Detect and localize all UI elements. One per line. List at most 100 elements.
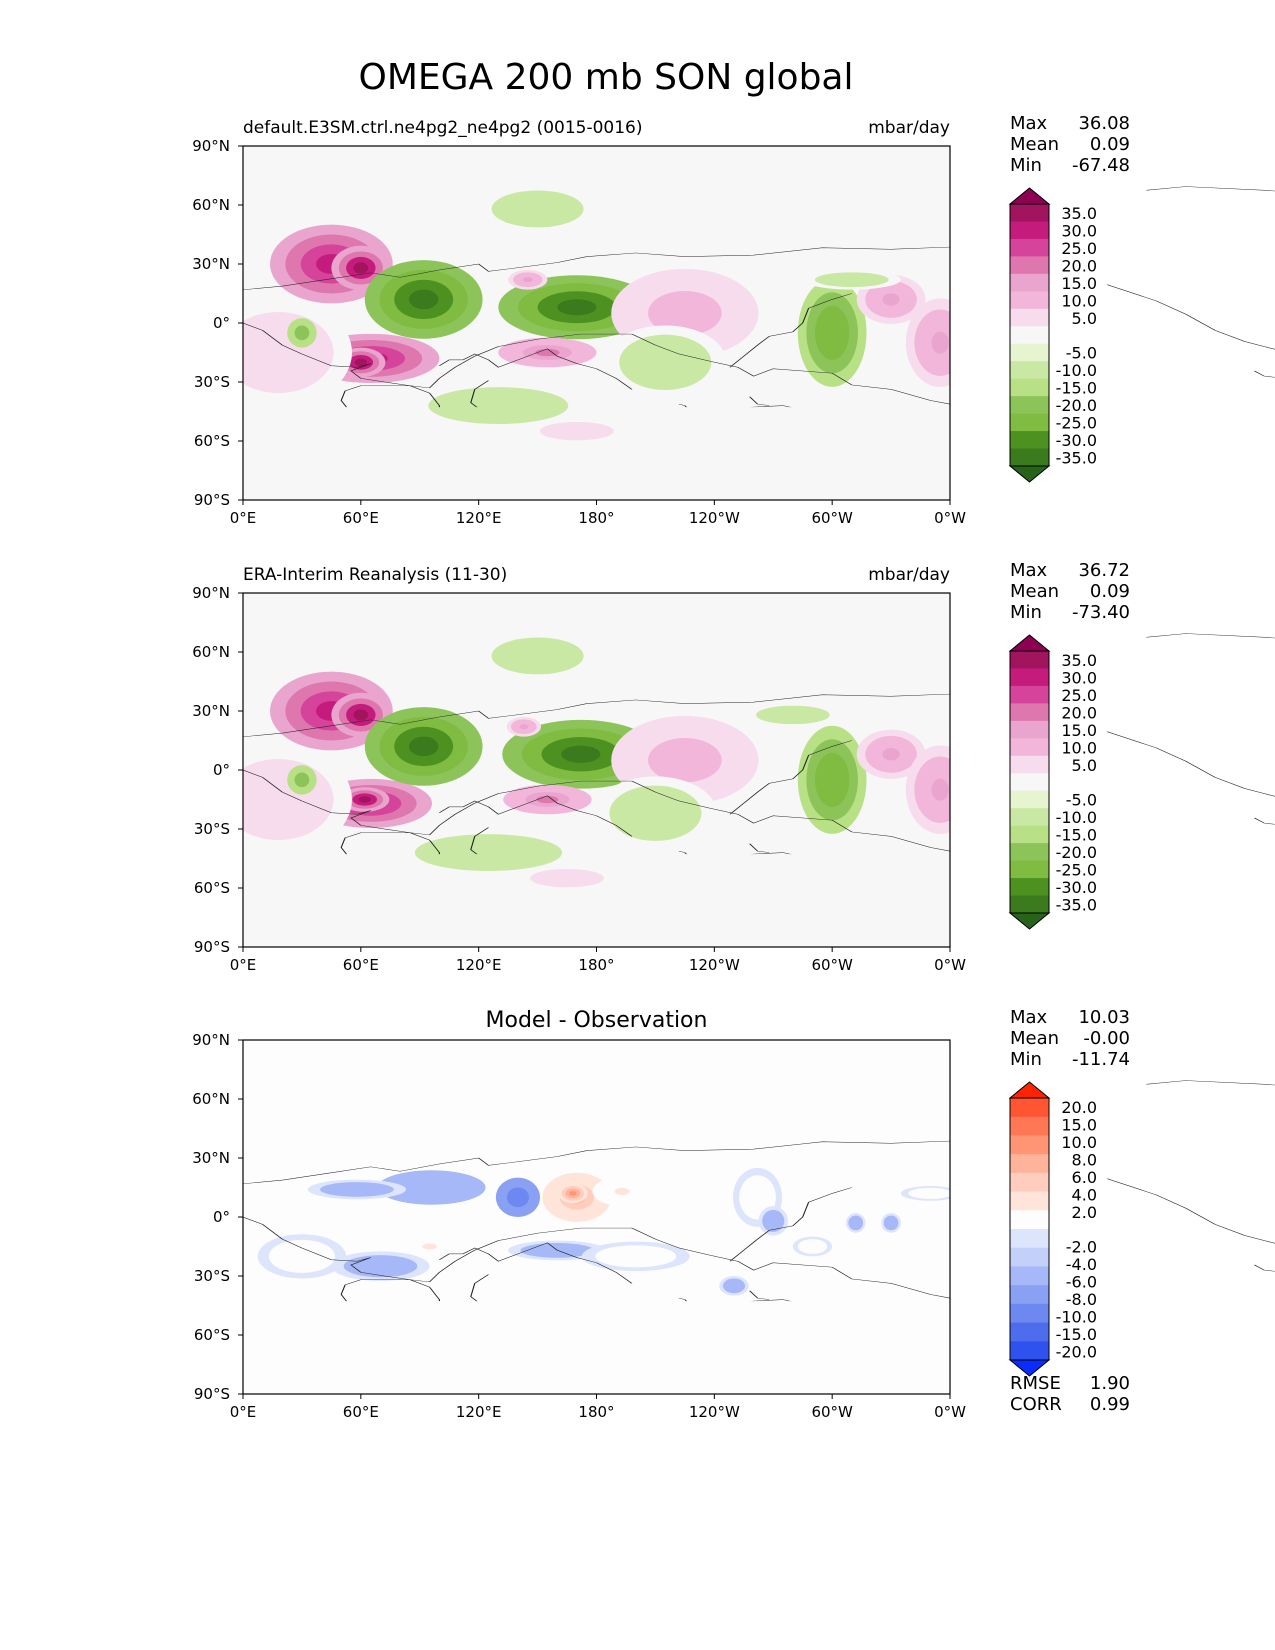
colorbar-label: 6.0	[1072, 1168, 1097, 1187]
contour-6-3	[408, 289, 439, 310]
stat-label: Min	[1010, 1049, 1042, 1070]
colorbar-label: 25.0	[1061, 239, 1097, 258]
colorbar-label: 30.0	[1061, 668, 1097, 687]
colorbar-bin	[1010, 1098, 1049, 1118]
x-tick-label: 0°E	[230, 1403, 257, 1421]
colorbar-label: -20.0	[1056, 1343, 1097, 1362]
colorbar-label: 20.0	[1061, 256, 1097, 275]
colorbar-bin	[1010, 238, 1049, 257]
colorbar-label: -8.0	[1066, 1290, 1097, 1309]
contour-1-3	[353, 262, 369, 274]
colorbar-bin	[1010, 755, 1049, 774]
colorbar-label: 5.0	[1072, 756, 1097, 775]
contour-4-3	[259, 338, 297, 367]
contour-17-3	[730, 1283, 738, 1289]
stat-label: Max	[1010, 113, 1048, 134]
y-tick-label: 60°N	[192, 196, 230, 214]
stat-label: Max	[1010, 1007, 1048, 1028]
contour-3-3	[358, 796, 371, 803]
colorbar-bin	[1010, 1322, 1049, 1342]
colorbar-bin	[1010, 668, 1049, 687]
metric-value: 0.99	[1090, 1394, 1130, 1415]
colorbar-bin	[1010, 308, 1049, 327]
x-tick-label: 60°W	[811, 1403, 853, 1421]
colorbar-label: 15.0	[1061, 274, 1097, 293]
x-tick-label: 0°E	[230, 956, 257, 974]
x-tick-label: 60°E	[343, 956, 379, 974]
colorbar-bin	[1010, 1210, 1049, 1230]
metric-value: 1.90	[1090, 1373, 1130, 1394]
colorbar-label: 2.0	[1072, 1203, 1097, 1222]
contour-14-3	[463, 846, 514, 859]
contour-15-3	[640, 804, 671, 823]
colorbar-bin	[1010, 343, 1049, 362]
colorbar-bin	[1010, 720, 1049, 739]
colorbar-bin	[1010, 895, 1049, 914]
y-tick-label: 60°S	[194, 432, 230, 450]
stat-label: Max	[1010, 560, 1048, 581]
contour-2-3	[614, 1187, 630, 1196]
colorbar-bin	[1010, 378, 1049, 397]
x-tick-label: 0°W	[934, 956, 966, 974]
x-tick-label: 120°E	[456, 509, 502, 527]
y-tick-label: 90°S	[194, 1385, 230, 1403]
contour-7-3	[561, 745, 601, 763]
contour-13-3	[931, 778, 949, 801]
colorbar-label: -20.0	[1056, 843, 1097, 862]
y-tick-label: 90°S	[194, 938, 230, 956]
panel-reference: ERA-Interim Reanalysis (11-30) mbar/day 0°…	[192, 560, 1275, 974]
contour-4-3	[418, 1183, 446, 1192]
contour-12-3	[769, 1217, 777, 1225]
y-tick-label: 90°S	[194, 491, 230, 509]
contour-4-3	[259, 785, 297, 814]
contour-9-3	[290, 1250, 313, 1262]
colorbar-bin	[1010, 843, 1049, 862]
x-tick-label: 120°E	[456, 956, 502, 974]
y-tick-label: 30°S	[194, 1267, 230, 1285]
colorbar-bin	[1010, 273, 1049, 292]
contour-8-3	[535, 348, 560, 357]
x-tick-label: 120°E	[456, 1403, 502, 1421]
colorbar-label: 10.0	[1061, 738, 1097, 757]
y-tick-label: 0°	[213, 1208, 230, 1226]
contour-14-3	[922, 1191, 938, 1196]
colorbar-label: -2.0	[1066, 1238, 1097, 1257]
colorbar-bin	[1010, 878, 1049, 897]
colorbar-bin	[1010, 825, 1049, 844]
contour-15-3	[649, 353, 681, 372]
contour-15-3	[853, 1220, 859, 1226]
stat-label: Min	[1010, 602, 1042, 623]
stat-value: -73.40	[1072, 602, 1130, 623]
contour-12-3	[882, 748, 900, 761]
colorbar-label: -30.0	[1056, 431, 1097, 450]
colorbar-extend-top	[1008, 1081, 1051, 1099]
metric-label: CORR	[1010, 1394, 1062, 1415]
colorbar-bin	[1010, 1303, 1049, 1324]
contour-16-3	[522, 202, 553, 216]
panel-difference: Model - Observation 0°E 60°E 120°E 180° 120°W…	[192, 1007, 1275, 1421]
contour-5-3	[344, 1187, 370, 1192]
y-tick-label: 0°	[213, 761, 230, 779]
colorbar-extend-bottom	[1008, 912, 1051, 930]
colorbar-bin	[1010, 1135, 1049, 1155]
contour-5-3	[298, 776, 306, 784]
x-tick-label: 180°	[578, 1403, 614, 1421]
colorbar-label: 15.0	[1061, 1115, 1097, 1134]
colorbar-bin	[1010, 1154, 1049, 1174]
colorbar-bin	[1010, 1285, 1049, 1305]
colorbar-bin	[1010, 448, 1049, 467]
contour-16-3	[888, 1220, 894, 1226]
contour-13-3	[931, 331, 949, 354]
colorbar-bin	[1010, 256, 1049, 275]
metric-label: RMSE	[1010, 1373, 1061, 1394]
stat-value: -11.74	[1072, 1049, 1130, 1070]
stat-value: 0.09	[1090, 581, 1130, 602]
contour-7-3	[557, 299, 597, 316]
stat-value: 10.03	[1078, 1007, 1130, 1028]
x-tick-label: 120°W	[689, 1403, 740, 1421]
y-tick-label: 30°N	[192, 1149, 230, 1167]
contour-6-3	[408, 736, 439, 757]
contour-12-3	[882, 293, 900, 306]
contour-18-3	[564, 428, 590, 435]
colorbar-bin	[1010, 326, 1049, 345]
